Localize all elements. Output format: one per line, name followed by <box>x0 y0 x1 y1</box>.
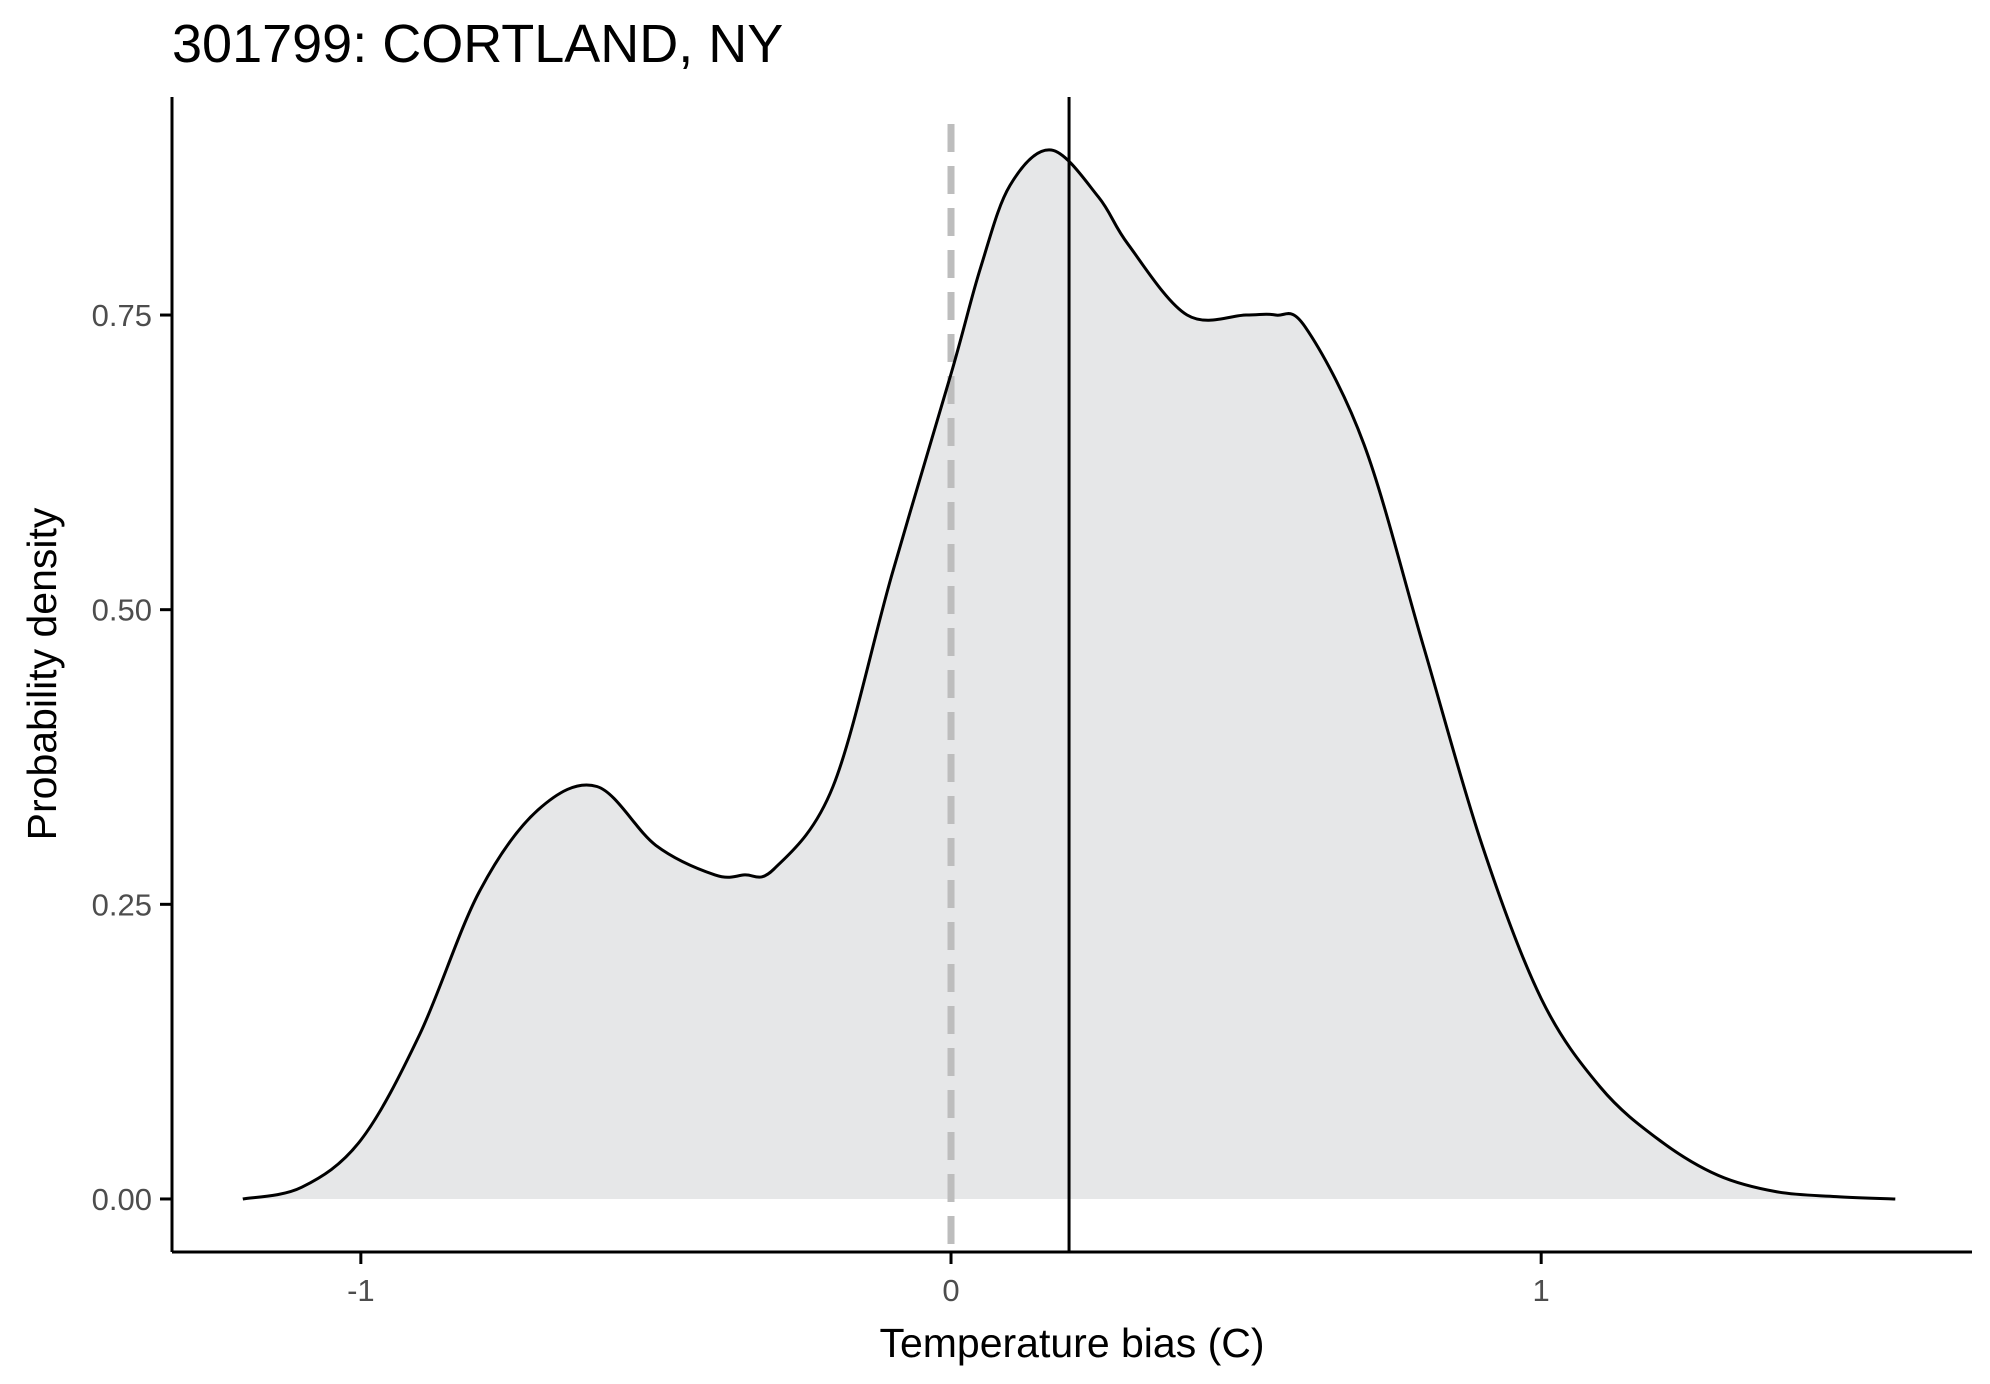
y-tick-label: 0.25 <box>92 887 152 922</box>
x-tick-label: 0 <box>942 1273 959 1308</box>
y-tick-label: 0.00 <box>92 1182 152 1217</box>
y-tick-label: 0.50 <box>92 593 152 628</box>
x-axis-ticks: -1 0 1 <box>347 1252 1550 1308</box>
x-tick-label: 1 <box>1533 1273 1550 1308</box>
y-axis-title: Probability density <box>19 507 65 840</box>
chart-title: 301799: CORTLAND, NY <box>172 14 783 74</box>
x-tick-label: -1 <box>347 1273 375 1308</box>
y-axis-ticks: 0.00 0.25 0.50 0.75 <box>92 298 172 1217</box>
y-tick-label: 0.75 <box>92 298 152 333</box>
density-curve-line <box>242 148 1896 1201</box>
x-axis-title: Temperature bias (C) <box>879 1320 1264 1366</box>
plot-area <box>242 97 1896 1252</box>
